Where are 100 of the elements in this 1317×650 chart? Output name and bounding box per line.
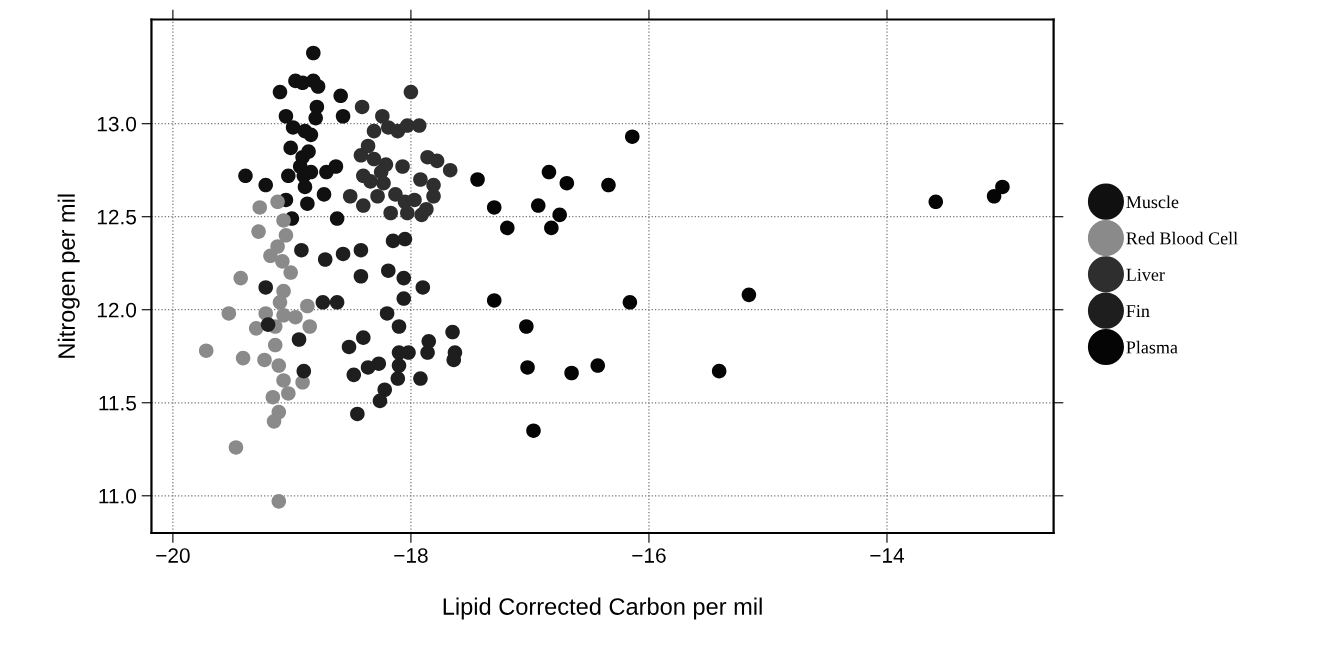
point — [928, 194, 944, 210]
point — [251, 224, 266, 239]
point — [281, 386, 296, 401]
point — [319, 164, 334, 180]
point — [377, 382, 393, 398]
legend-label: Fin — [1126, 305, 1150, 317]
point — [248, 321, 264, 336]
point — [601, 177, 616, 193]
point — [335, 108, 351, 124]
legend-label: Red Blood Cell — [1126, 231, 1238, 245]
x-tick-label: −14 — [870, 548, 905, 563]
point — [376, 175, 391, 191]
point — [390, 371, 406, 386]
y-tick-label: 11.0 — [99, 488, 137, 504]
point — [986, 188, 1002, 204]
point — [300, 196, 315, 211]
point — [341, 339, 357, 355]
point — [329, 211, 345, 226]
point — [395, 159, 410, 174]
point — [526, 423, 541, 438]
point — [470, 172, 485, 187]
point — [283, 140, 298, 156]
point — [442, 162, 458, 178]
point — [356, 330, 371, 345]
point — [407, 192, 422, 208]
y-tick-label: 11.5 — [99, 395, 136, 411]
point — [198, 343, 214, 358]
point — [401, 345, 416, 360]
point — [291, 332, 307, 347]
point — [413, 172, 428, 187]
legend-label: Liver — [1126, 268, 1165, 281]
point — [333, 88, 348, 104]
point — [385, 233, 401, 249]
point — [302, 319, 318, 334]
point — [995, 179, 1010, 195]
y-axis-title: Nitrogen per mil — [57, 194, 80, 358]
point — [544, 220, 559, 236]
point — [283, 265, 298, 280]
legend-label: Muscle — [1126, 195, 1179, 209]
point — [306, 45, 321, 61]
point — [346, 367, 362, 383]
point — [622, 295, 638, 310]
point — [429, 153, 445, 169]
point — [379, 306, 395, 321]
point — [360, 360, 376, 375]
point — [520, 360, 535, 375]
point — [272, 295, 288, 310]
point — [426, 188, 441, 204]
point — [342, 188, 358, 204]
point — [271, 494, 287, 509]
point — [353, 242, 369, 258]
point — [530, 198, 546, 213]
point — [316, 187, 332, 202]
point — [383, 205, 398, 221]
point — [276, 373, 291, 388]
point — [317, 252, 333, 267]
point — [260, 317, 276, 332]
point — [271, 358, 287, 373]
point — [559, 175, 575, 191]
point — [415, 280, 431, 295]
point — [285, 120, 301, 135]
point — [267, 337, 283, 353]
point — [372, 393, 388, 409]
point — [353, 268, 369, 284]
point — [363, 174, 378, 189]
point — [257, 352, 272, 368]
point — [278, 108, 294, 124]
point — [370, 188, 385, 204]
point — [308, 110, 323, 126]
point — [414, 207, 429, 223]
point — [625, 129, 640, 144]
point — [263, 248, 278, 264]
point — [381, 263, 396, 278]
point — [486, 293, 502, 308]
point — [350, 406, 365, 422]
point — [486, 200, 502, 215]
point — [266, 414, 282, 429]
point — [310, 79, 326, 94]
point — [297, 179, 313, 195]
point — [590, 358, 606, 373]
x-tick-label: −20 — [156, 548, 190, 563]
point — [278, 228, 294, 243]
point — [420, 345, 435, 360]
point — [445, 324, 460, 340]
legend-label: Plasma — [1126, 340, 1178, 354]
point — [711, 363, 727, 379]
point — [500, 220, 515, 236]
point — [272, 84, 288, 100]
point — [228, 440, 244, 455]
x-axis-title: Lipid Corrected Carbon per mil — [443, 597, 762, 620]
point — [235, 350, 251, 366]
point — [265, 389, 281, 405]
point — [276, 213, 291, 228]
x-tick-label: −18 — [394, 548, 428, 563]
point — [375, 108, 390, 124]
point — [252, 200, 268, 215]
point — [411, 118, 427, 133]
point — [303, 127, 319, 143]
point — [315, 295, 331, 310]
point — [329, 295, 345, 310]
